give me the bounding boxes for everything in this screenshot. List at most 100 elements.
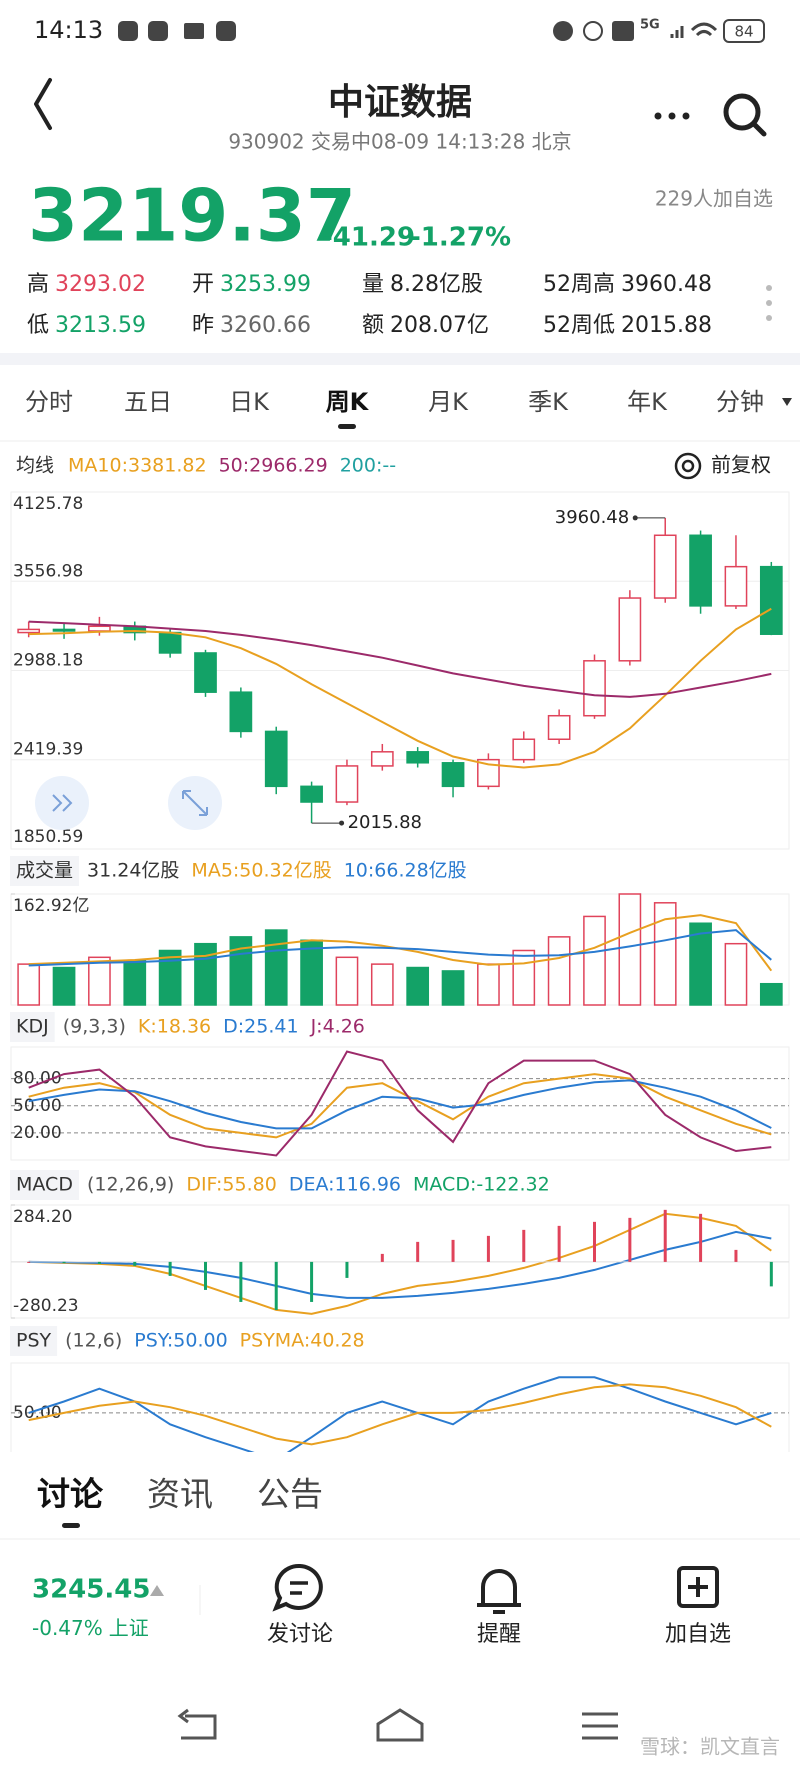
macd-bar [380, 1253, 384, 1262]
status-icons [118, 21, 634, 41]
candle-body [512, 738, 536, 761]
legend-entry: K:18.36 [138, 1016, 211, 1038]
nav-bar [177, 1708, 618, 1742]
candle-body [158, 631, 182, 654]
y-tick-label: -280.23 [13, 1296, 79, 1316]
candle-body [194, 652, 217, 693]
y-tick-label: 2419.39 [13, 740, 83, 760]
period-tab[interactable]: 分钟 [716, 388, 764, 416]
nav-back[interactable] [177, 1708, 217, 1740]
candle-body [583, 660, 606, 717]
period-tab[interactable]: 年K [627, 388, 668, 416]
volume-bar [264, 929, 288, 1006]
add-watch-button[interactable] [677, 1566, 719, 1608]
volume-bar [583, 915, 606, 1006]
watchers: 229人加自选 [655, 187, 773, 211]
macd-bar [699, 1213, 703, 1262]
panel-title-bg [10, 1012, 55, 1042]
trend-arrow [150, 1585, 164, 1596]
status-network: 5G [640, 18, 660, 33]
stat: 量 8.28亿股 [362, 272, 483, 297]
action-label[interactable]: 发讨论 [267, 1622, 333, 1647]
panel-frame [10, 893, 790, 1006]
adjust-label[interactable]: 前复权 [711, 453, 771, 477]
volume-bar [123, 959, 147, 1006]
stat-label: 量 [362, 272, 384, 297]
volume-bar [17, 963, 41, 1006]
content-tab[interactable]: 资讯 [147, 1475, 213, 1514]
macd-bar [663, 1209, 667, 1262]
stat: 额 208.07亿 [362, 313, 489, 338]
volume-bar [335, 956, 359, 1006]
y-tick-label: 50.00 [13, 1403, 62, 1423]
macd-bar [97, 1261, 101, 1264]
period-tab[interactable]: 季K [528, 388, 569, 416]
more-button[interactable] [654, 112, 690, 120]
index-name: 上证 [109, 1616, 149, 1640]
y-tick-label: 80.00 [13, 1069, 62, 1089]
nav-menu[interactable] [582, 1712, 618, 1740]
discuss-icon [272, 1563, 323, 1612]
panel-title: 均线 [16, 455, 54, 477]
stat-label: 低 [27, 313, 49, 338]
legend-entry: J:4.26 [310, 1016, 365, 1038]
nav-home[interactable] [376, 1708, 424, 1742]
add-icon [677, 1566, 719, 1608]
y-tick-label: 284.20 [13, 1207, 72, 1227]
discuss-button[interactable] [272, 1563, 323, 1612]
volume-bar [653, 902, 677, 1006]
tab-indicator [338, 424, 356, 429]
candle-body [264, 730, 288, 788]
legend-entry: 200:-- [340, 455, 396, 477]
period-tab[interactable]: 月K [428, 388, 469, 416]
macd-bar [557, 1225, 561, 1262]
period-tab[interactable]: 五日 [124, 388, 172, 416]
stat-value: 3213.59 [55, 313, 146, 338]
low-annotation: 2015.88 [348, 812, 422, 833]
wifi-icon [690, 22, 718, 37]
candle-body [477, 758, 500, 788]
dropdown-icon [782, 398, 792, 406]
period-tab[interactable]: 周K [326, 388, 370, 416]
action-label[interactable]: 提醒 [477, 1622, 521, 1647]
stat: 52周低 2015.88 [543, 313, 712, 338]
stat: 开 3253.99 [192, 272, 311, 297]
search-button[interactable] [723, 93, 767, 137]
candle-body [653, 534, 677, 599]
macd-bar [204, 1261, 207, 1290]
back-button[interactable] [34, 78, 52, 130]
period-tab[interactable]: 日K [229, 388, 270, 416]
content-tab[interactable]: 讨论 [37, 1475, 104, 1514]
battery-icon [723, 19, 765, 43]
stat-label: 额 [362, 313, 384, 338]
stat-label: 52周低 [543, 313, 615, 338]
period-tab[interactable]: 分时 [25, 388, 73, 416]
volume-bar [406, 966, 430, 1006]
macd-bar [133, 1261, 137, 1266]
macd-bar [628, 1217, 632, 1262]
content-tab[interactable]: 公告 [257, 1475, 323, 1514]
panel-params: (9,3,3) [63, 1016, 126, 1038]
last-price: 3219.37 [28, 174, 356, 258]
stat: 昨 3260.66 [192, 313, 311, 338]
macd-bar [734, 1249, 738, 1262]
alert-button[interactable] [477, 1569, 521, 1614]
tab-indicator [62, 1523, 80, 1528]
more-stats[interactable] [766, 285, 772, 321]
volume-bar [158, 949, 182, 1006]
panel-current: 31.24亿股 [87, 860, 179, 882]
candle-body [547, 714, 571, 741]
volume-bar [88, 956, 111, 1006]
action-label[interactable]: 加自选 [665, 1622, 731, 1647]
series-line [28, 1230, 772, 1299]
series-line [28, 1383, 772, 1446]
candle-body [17, 628, 41, 634]
macd-bar [168, 1261, 172, 1276]
candle-body [724, 565, 748, 607]
macd-bar [416, 1241, 420, 1262]
stat: 52周高 3960.48 [543, 272, 712, 297]
chevron-icon [52, 794, 73, 812]
stat-value: 8.28亿股 [390, 272, 483, 297]
legend-entry: MACD:-122.32 [413, 1174, 550, 1196]
